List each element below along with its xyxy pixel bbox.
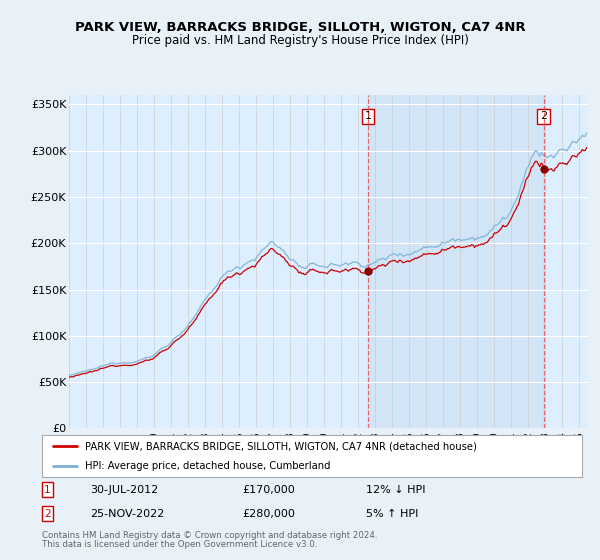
Text: PARK VIEW, BARRACKS BRIDGE, SILLOTH, WIGTON, CA7 4NR (detached house): PARK VIEW, BARRACKS BRIDGE, SILLOTH, WIG… bbox=[85, 441, 477, 451]
Text: 25-NOV-2022: 25-NOV-2022 bbox=[91, 508, 165, 519]
Text: 1: 1 bbox=[365, 111, 371, 122]
Text: 2: 2 bbox=[44, 508, 51, 519]
Text: Price paid vs. HM Land Registry's House Price Index (HPI): Price paid vs. HM Land Registry's House … bbox=[131, 34, 469, 46]
Text: 30-JUL-2012: 30-JUL-2012 bbox=[91, 484, 159, 494]
Text: HPI: Average price, detached house, Cumberland: HPI: Average price, detached house, Cumb… bbox=[85, 461, 331, 471]
Text: 1: 1 bbox=[44, 484, 51, 494]
Text: 12% ↓ HPI: 12% ↓ HPI bbox=[366, 484, 425, 494]
Text: 2: 2 bbox=[540, 111, 547, 122]
Text: 5% ↑ HPI: 5% ↑ HPI bbox=[366, 508, 418, 519]
Bar bbox=[368, 95, 544, 428]
Text: Contains HM Land Registry data © Crown copyright and database right 2024.: Contains HM Land Registry data © Crown c… bbox=[42, 531, 377, 540]
Text: £170,000: £170,000 bbox=[242, 484, 295, 494]
Text: £280,000: £280,000 bbox=[242, 508, 295, 519]
Text: PARK VIEW, BARRACKS BRIDGE, SILLOTH, WIGTON, CA7 4NR: PARK VIEW, BARRACKS BRIDGE, SILLOTH, WIG… bbox=[74, 21, 526, 34]
Text: This data is licensed under the Open Government Licence v3.0.: This data is licensed under the Open Gov… bbox=[42, 540, 317, 549]
